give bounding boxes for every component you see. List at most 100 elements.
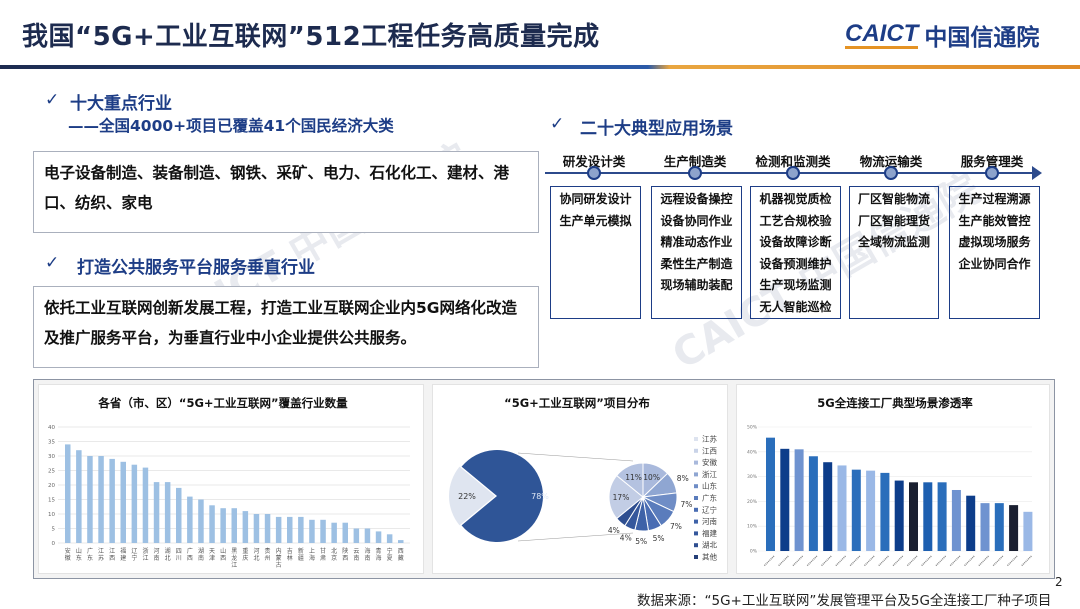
y-tick-label: 50%	[747, 425, 758, 431]
x-tick-label: 天	[209, 548, 215, 555]
bar	[851, 469, 861, 551]
bar	[923, 482, 933, 551]
sub-pie-label: 7%	[670, 522, 682, 531]
x-tick-label: 建	[120, 554, 126, 562]
bar	[331, 522, 337, 543]
bar	[353, 528, 360, 543]
chart1-title: 各省（市、区）“5G+工业互联网”覆盖行业数量	[98, 396, 348, 410]
bar	[880, 472, 890, 551]
x-tick-label-illegible	[835, 555, 846, 567]
chart3-title: 5G全连接工厂典型场景渗透率	[817, 396, 973, 410]
scenario-item: 企业协同合作	[958, 256, 1031, 271]
sub-pie-label: 4%	[620, 533, 632, 542]
x-tick-label: 南	[154, 554, 160, 562]
x-tick-label: 宁	[387, 547, 393, 555]
pie-label: 22%	[458, 492, 476, 501]
legend-label: 其他	[702, 552, 717, 562]
bar	[866, 470, 876, 551]
scenario-item: 协同研发设计	[559, 192, 632, 206]
x-tick-label-illegible	[1020, 555, 1032, 567]
bar	[242, 511, 249, 543]
x-tick-label: 重	[242, 547, 248, 555]
x-tick-label: 西	[398, 548, 404, 555]
x-tick-label: 江	[98, 548, 104, 555]
scenario-category: 物流运输类	[859, 154, 923, 169]
x-tick-label: 安	[65, 547, 71, 555]
y-tick-label: 35	[48, 440, 55, 446]
x-tick-label-illegible	[935, 555, 947, 567]
legend-swatch	[694, 543, 698, 548]
x-tick-label-illegible	[992, 555, 1004, 567]
x-tick-label-illegible	[763, 555, 775, 567]
x-tick-label-illegible	[949, 555, 961, 567]
x-tick-label: 龙	[231, 554, 237, 562]
bar	[994, 503, 1004, 551]
legend-swatch	[694, 437, 698, 441]
x-tick-label: 甘	[320, 547, 326, 555]
bar	[253, 514, 260, 543]
scenario-item: 现场辅助装配	[660, 278, 733, 292]
y-tick-label: 30%	[747, 474, 758, 480]
bar	[794, 449, 804, 551]
x-tick-label-illegible	[777, 555, 789, 567]
y-tick-label: 10	[48, 512, 55, 518]
legend-swatch	[694, 519, 698, 524]
bar	[142, 467, 149, 543]
pie-slice	[461, 450, 543, 543]
bar	[187, 496, 193, 543]
x-tick-label: 古	[276, 561, 282, 569]
scenario-item: 精准动态作业	[660, 235, 733, 249]
bar	[342, 522, 348, 543]
x-tick-label: 南	[353, 554, 359, 562]
legend-swatch	[694, 496, 698, 500]
scenario-item: 柔性生产制造	[660, 256, 733, 271]
x-tick-label-illegible	[792, 555, 804, 567]
scenario-item: 生产单元模拟	[559, 213, 632, 228]
sub-pie-label: 8%	[677, 474, 689, 483]
scenario-category: 生产制造类	[663, 154, 727, 169]
bar	[823, 462, 833, 551]
scenario-item: 全域物流监测	[857, 235, 930, 249]
x-tick-label: 江	[109, 548, 115, 555]
bar	[98, 456, 104, 543]
bar	[131, 464, 138, 543]
x-tick-label: 山	[220, 547, 226, 555]
x-tick-label: 湖	[198, 547, 204, 555]
caict-logo: CAICT 中国信通院	[845, 18, 1039, 52]
scenario-item: 虚拟现场服务	[958, 235, 1031, 249]
x-tick-label-illegible	[863, 555, 875, 567]
x-tick-label: 疆	[298, 555, 304, 562]
bar	[109, 458, 115, 543]
bar	[951, 489, 961, 551]
x-tick-label: 藏	[398, 554, 404, 562]
x-tick-label-illegible	[906, 555, 918, 567]
x-tick-label: 北	[331, 547, 337, 555]
bar	[164, 482, 171, 543]
bar	[894, 480, 904, 551]
x-tick-label: 辽	[131, 547, 137, 555]
legend-label: 辽宁	[702, 504, 717, 514]
y-tick-label: 20	[48, 483, 55, 489]
scenario-list: 远程设备操控 设备协同作业 精准动态作业 柔性生产制造 现场辅助装配	[651, 186, 742, 319]
bar	[808, 456, 818, 551]
check-icon: ✓	[45, 253, 60, 273]
legend-label: 浙江	[702, 469, 717, 479]
bar	[966, 495, 976, 551]
bar	[209, 505, 215, 543]
bar	[65, 444, 71, 543]
x-tick-label: 内	[276, 547, 282, 555]
x-tick-label-illegible	[920, 555, 932, 567]
legend-label: 安徽	[702, 457, 717, 467]
scenario-category: 服务管理类	[960, 154, 1024, 169]
sub-pie-slice	[608, 474, 644, 520]
bar	[937, 482, 947, 551]
timeline-node-icon	[786, 166, 800, 180]
legend-label: 广东	[702, 493, 717, 503]
bar	[909, 482, 918, 551]
x-tick-label: 夏	[387, 555, 393, 562]
scenario-category: 检测和监测类	[755, 154, 831, 169]
connector-line	[517, 452, 634, 462]
sub-pie-label: 5%	[653, 534, 665, 543]
x-tick-label-illegible	[1006, 555, 1018, 567]
